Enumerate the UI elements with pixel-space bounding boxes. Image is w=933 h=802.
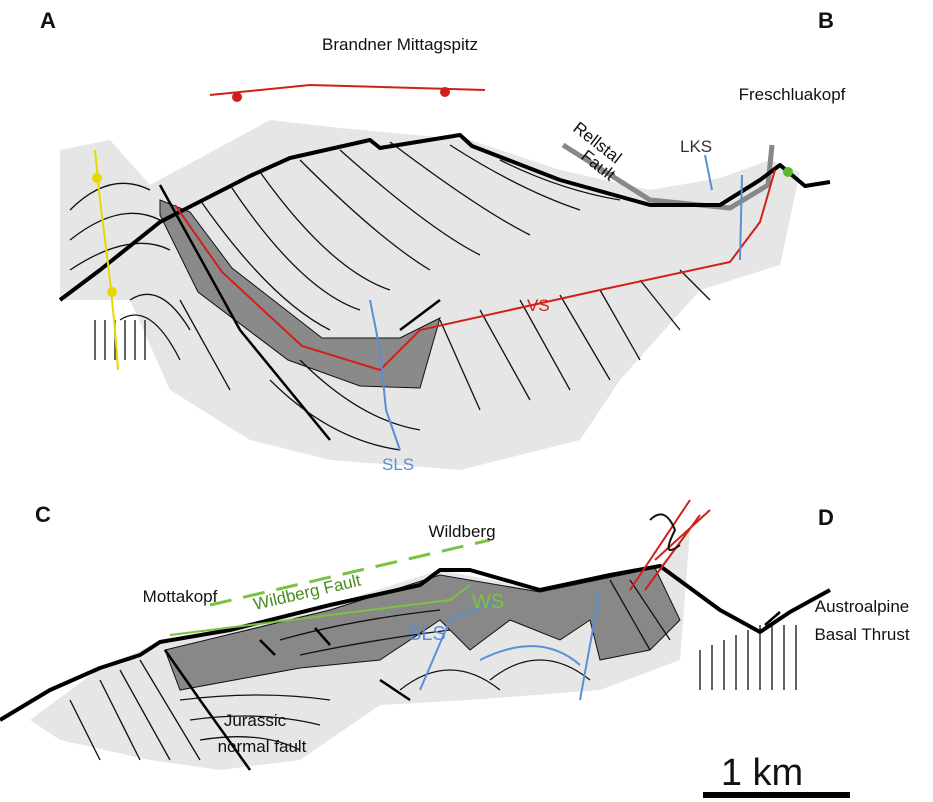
fault-label: normal fault — [218, 737, 307, 756]
fold-symbol — [440, 87, 450, 97]
hatch — [95, 320, 145, 360]
fault-label: Jurassic — [224, 711, 287, 730]
corner-label: C — [35, 502, 51, 527]
fold-label: VS — [527, 296, 550, 315]
peak-label: Wildberg — [428, 522, 495, 541]
fold-label: LKS — [680, 137, 712, 156]
light-unit — [60, 120, 800, 470]
section-ab: A B Brandner Mittagspitz Freschluakopf R… — [40, 8, 846, 474]
fold-outline — [650, 514, 680, 550]
peak-label: Freschluakopf — [739, 85, 846, 104]
fold-symbol — [92, 173, 102, 183]
scale-label: 1 km — [721, 752, 803, 794]
thrust-label: Basal Thrust — [814, 625, 909, 644]
fold-label: SLS — [382, 455, 414, 474]
cross-sections: A B Brandner Mittagspitz Freschluakopf R… — [0, 0, 933, 802]
fold-label: SLS — [408, 623, 446, 645]
fold-symbol — [107, 287, 117, 297]
corner-label: A — [40, 8, 56, 33]
peak-label: Mottakopf — [143, 587, 218, 606]
fold-label: WS — [472, 591, 504, 613]
section-cd: C D Wildberg Mottakopf Wildberg Fault WS… — [0, 500, 910, 770]
corner-label: B — [818, 8, 834, 33]
peak-label: Brandner Mittagspitz — [322, 35, 478, 54]
thrust-label: Austroalpine — [815, 597, 910, 616]
fold-symbol — [783, 167, 793, 177]
fold-symbol — [232, 92, 242, 102]
corner-label: D — [818, 505, 834, 530]
hatch — [700, 625, 796, 690]
